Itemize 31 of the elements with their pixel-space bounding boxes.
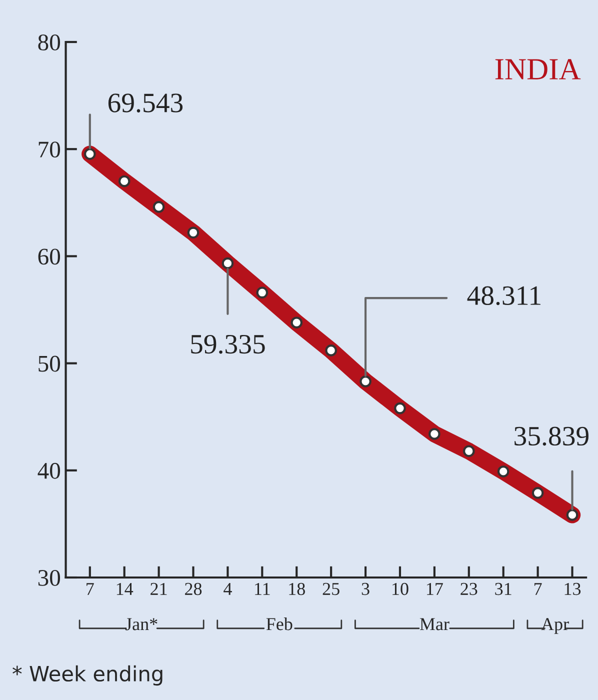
x-tick-label: 13 xyxy=(564,582,581,596)
y-tick-label: 30 xyxy=(38,570,60,586)
x-tick-label: 25 xyxy=(322,582,340,596)
y-tick-label: 60 xyxy=(38,248,60,265)
text: Mar xyxy=(420,618,450,630)
x-tick-label: 21 xyxy=(150,582,167,595)
y-tick-label: 40 xyxy=(38,462,60,479)
text: Jan* xyxy=(125,618,158,630)
chart-title: INDIA xyxy=(495,59,581,80)
data-label: 48.311 xyxy=(467,286,540,306)
x-tick-label: 18 xyxy=(289,582,305,596)
text: Feb xyxy=(266,618,292,630)
x-tick-label: 4 xyxy=(224,583,232,595)
y-tick-label: 50 xyxy=(38,356,60,372)
text: Apr xyxy=(541,618,569,634)
data-label: 69.543 xyxy=(108,94,183,112)
y-tick-label: 70 xyxy=(38,142,60,158)
x-tick-label: 14 xyxy=(116,582,134,595)
x-tick-label: 10 xyxy=(392,582,408,596)
x-tick-label: 31 xyxy=(495,582,512,596)
data-label: 35.839 xyxy=(514,426,588,446)
x-tick-label: 17 xyxy=(427,582,443,595)
y-tick-label: 80 xyxy=(38,34,60,50)
text: * Week ending xyxy=(12,665,162,686)
x-tick-label: 11 xyxy=(255,582,270,595)
x-tick-label: 28 xyxy=(185,582,202,596)
x-tick-label: 7 xyxy=(86,583,94,595)
x-tick-label: 3 xyxy=(362,582,370,596)
data-label: 59.335 xyxy=(191,334,265,354)
x-tick-label: 7 xyxy=(534,583,542,595)
x-tick-label: 23 xyxy=(460,582,478,596)
